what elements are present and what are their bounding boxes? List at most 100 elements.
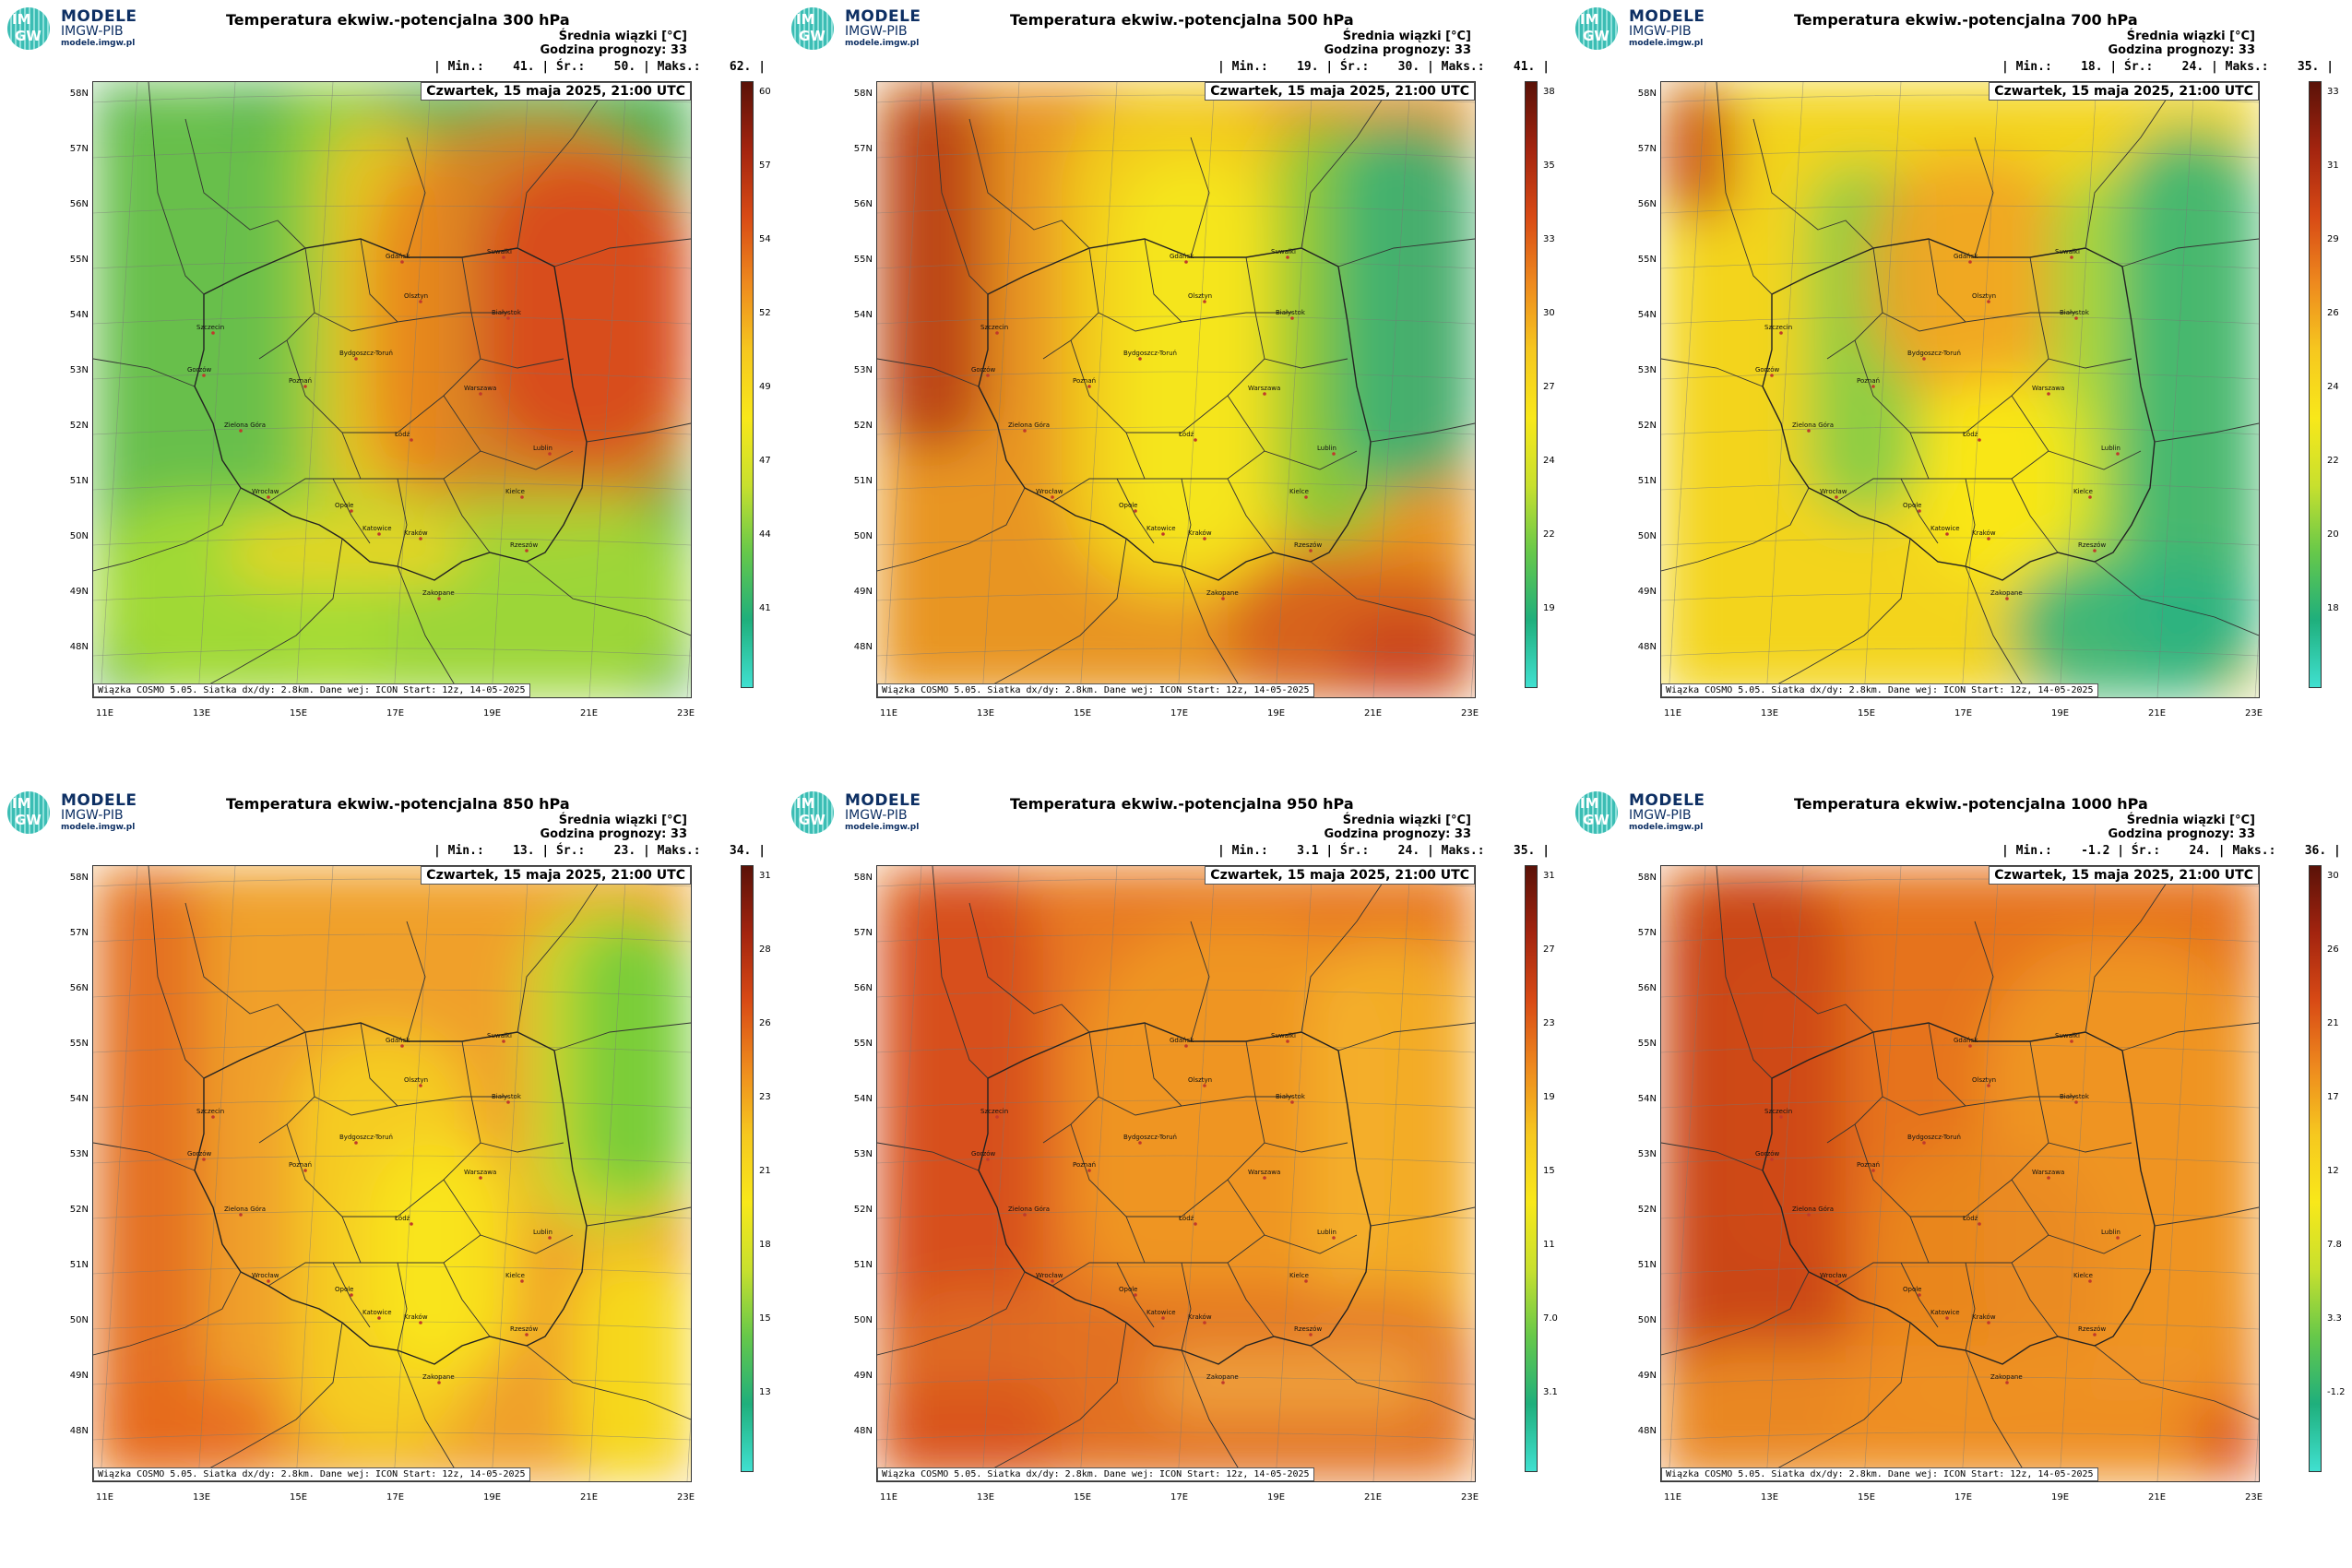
country-border — [1661, 358, 1764, 387]
country-border — [1752, 1322, 1911, 1481]
colorbar-tick-label: 31 — [1543, 871, 1555, 881]
lat-tick-label: 49N — [69, 1371, 89, 1381]
grid-lat-line — [1661, 1044, 2259, 1053]
city-marker — [211, 1115, 215, 1119]
city-label: Lublin — [1317, 445, 1336, 452]
city-label: Katowice — [362, 1309, 392, 1316]
city-label: Szczecin — [1764, 1108, 1792, 1115]
lat-tick-label: 58N — [69, 873, 89, 883]
country-border — [1752, 902, 1874, 1033]
city-label: Poznań — [1073, 1161, 1096, 1169]
voivodeship-border — [314, 1096, 398, 1116]
city-label: Kielce — [2073, 1272, 2093, 1279]
city-marker — [1987, 300, 1990, 303]
lat-tick-label: 51N — [853, 476, 873, 486]
logo-emblem: IM GW — [7, 7, 50, 50]
grid-lat-line — [877, 481, 1475, 491]
voivodeship-border — [1116, 478, 1155, 544]
city-label: Bydgoszcz-Toruń — [339, 350, 393, 357]
grid-lon-line — [884, 866, 922, 1481]
colorbar-tick-label: 35 — [1543, 160, 1555, 171]
country-border — [93, 1271, 242, 1356]
grid-lon-line — [1668, 82, 1706, 697]
lat-tick-label: 52N — [853, 1205, 873, 1215]
city-label: Zielona Góra — [224, 422, 266, 429]
colorbar-tick-label: 21 — [2327, 1018, 2339, 1028]
lat-tick-label: 52N — [1637, 421, 1657, 431]
city-marker — [239, 429, 243, 433]
city-label: Olsztyn — [1188, 292, 1212, 300]
stats-line: | Min.: 3.1 | Śr.: 24. | Maks.: 35. | — [1218, 844, 1550, 858]
city-marker — [2070, 1039, 2073, 1043]
voivodeship-border — [1227, 395, 1358, 470]
country-border — [526, 561, 691, 636]
map-area: Gdańsk Olsztyn Suwałki Białystok Szczecin Byd… — [876, 865, 1476, 1482]
city-marker — [350, 509, 353, 513]
model-footer: Wiązka COSMO 5.05. Siatka dx/dy: 2.8km. … — [1661, 683, 2098, 697]
city-label: Gorzów — [1755, 1150, 1780, 1158]
lat-tick-label: 49N — [853, 587, 873, 597]
lat-tick-label: 57N — [1637, 928, 1657, 938]
city-label: Kielce — [1289, 488, 1309, 495]
city-label: Gorzów — [971, 1150, 996, 1158]
stats-line: | Min.: 13. | Śr.: 23. | Maks.: 34. | — [434, 844, 766, 858]
city-label: Zielona Góra — [1008, 422, 1050, 429]
grid-lat-line — [1661, 481, 2259, 491]
colorbar-tick-label: 23 — [759, 1092, 771, 1102]
lat-tick-label: 55N — [1637, 255, 1657, 265]
city-marker — [1968, 1044, 1972, 1048]
city-marker — [350, 1293, 353, 1297]
grid-lon-line — [2059, 866, 2097, 1481]
logo-line2: IMGW-PIB — [61, 808, 124, 823]
city-marker — [1922, 1141, 1926, 1145]
city-label: Opole — [335, 1286, 354, 1293]
city-label: Szczecin — [980, 324, 1008, 331]
map-title: Temperatura ekwiw.-potencjalna 1000 hPa — [1794, 795, 2148, 813]
grid-lat-line — [877, 260, 1475, 269]
voivodeship-border — [332, 478, 371, 544]
datetime-box: Czwartek, 15 maja 2025, 21:00 UTC — [1205, 82, 1475, 101]
city-marker — [1023, 1213, 1027, 1217]
lat-tick-label: 56N — [69, 199, 89, 209]
city-label: Katowice — [1930, 525, 1960, 532]
city-label: Suwałki — [1271, 1032, 1296, 1039]
city-label: Łódź — [394, 431, 410, 438]
grid-lon-line — [295, 82, 334, 697]
grid-lon-line — [1079, 866, 1118, 1481]
voivodeship-border — [1965, 478, 1976, 567]
field-region — [573, 921, 691, 1198]
lon-tick-label: 13E — [193, 1492, 211, 1503]
city-marker — [1332, 452, 1336, 456]
lat-tick-label: 48N — [1637, 1426, 1657, 1436]
grid-lon-line — [1079, 82, 1118, 697]
city-marker — [2005, 597, 2009, 600]
city-label: Warszawa — [464, 1169, 496, 1176]
city-label: Katowice — [362, 525, 392, 532]
lat-tick-label: 51N — [853, 1260, 873, 1270]
lon-tick-label: 11E — [1664, 708, 1682, 719]
city-label: Kraków — [1188, 1313, 1212, 1321]
logo-line1: MODELE — [61, 7, 137, 26]
stats-line: | Min.: 41. | Śr.: 50. | Maks.: 62. | — [434, 60, 766, 74]
map-panel: IM GW MODELE IMGW-PIB modele.imgw.pl Temp… — [1568, 784, 2352, 1568]
city-label: Wrocław — [1036, 1272, 1063, 1279]
grid-lat-line — [1661, 1431, 2259, 1441]
lon-tick-label: 19E — [483, 708, 502, 719]
logo-line1: MODELE — [845, 791, 921, 810]
city-label: Poznań — [289, 377, 312, 385]
colorbar-tick-label: 20 — [2327, 529, 2339, 540]
voivodeship-border — [443, 1262, 491, 1337]
city-marker — [502, 1039, 505, 1043]
city-label: Szczecin — [1764, 324, 1792, 331]
city-label: Białystok — [1276, 309, 1306, 316]
city-marker — [520, 495, 524, 499]
city-marker — [1770, 1158, 1774, 1161]
colorbar-tick-label: 19 — [1543, 603, 1555, 613]
grid-lat-line — [93, 1265, 691, 1275]
city-marker — [1309, 549, 1313, 552]
grid-lat-line — [93, 481, 691, 491]
city-label: Zakopane — [1206, 589, 1239, 597]
city-marker — [303, 385, 307, 388]
country-border — [1370, 422, 1475, 443]
city-marker — [548, 452, 552, 456]
